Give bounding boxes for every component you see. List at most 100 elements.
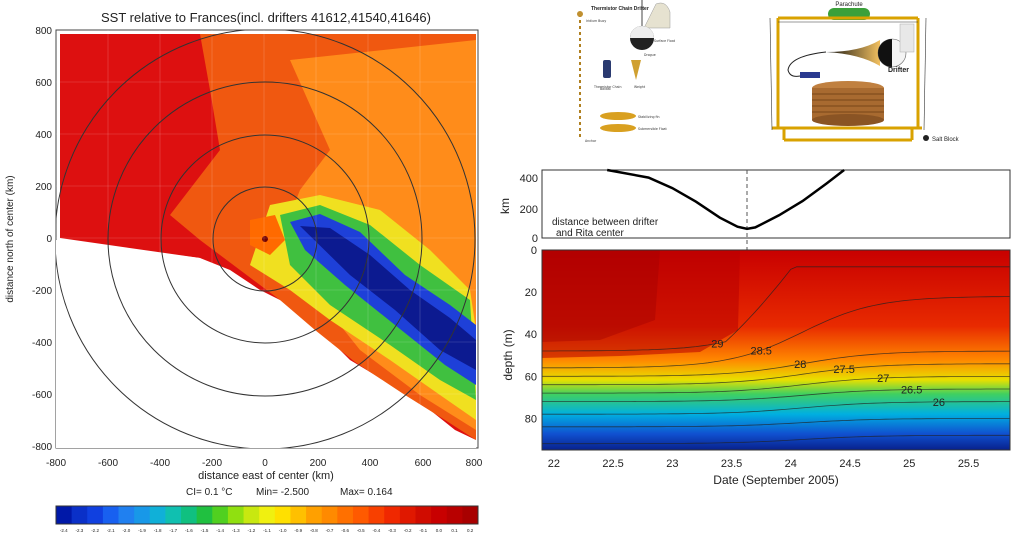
colorbar-cell: [243, 506, 260, 524]
salt-block-icon: [923, 135, 929, 141]
isotherm-line: [542, 296, 1010, 369]
salt-block-label: Salt Block: [932, 137, 960, 143]
tc-label: Thermistor Chain: [593, 85, 621, 89]
colorbar-cell: [321, 506, 338, 524]
y-tick: 40: [525, 329, 537, 341]
y-tick: -400: [32, 338, 52, 349]
tc-label: Iridium Buoy: [586, 19, 606, 23]
y-tick: -600: [32, 390, 52, 401]
x-tick: 25.5: [958, 458, 979, 470]
map-title: SST relative to Frances(incl. drifters 4…: [101, 10, 431, 25]
distance-title-line1: distance between drifter: [552, 217, 659, 228]
x-tick: -400: [150, 458, 170, 469]
colorbar-label: -1.4: [216, 528, 224, 533]
isotherm-line: [542, 350, 1010, 377]
contour-label: 28.5: [750, 345, 771, 357]
spool-lines: [812, 93, 884, 113]
distance-chart: 400 200 0 km distance between drifter an…: [498, 168, 1011, 450]
surface-float-icon: [643, 2, 671, 29]
map-ylabel: distance north of center (km): [5, 175, 16, 302]
tc-label: Surface Float: [654, 39, 676, 43]
stat-max: Max= 0.164: [340, 487, 393, 498]
tc-label: Weight: [634, 85, 646, 89]
colorbar-label: -0.7: [326, 528, 334, 533]
colorbar-label: -2.1: [107, 528, 115, 533]
tc-label: Anchor: [585, 139, 597, 143]
depth-x-ticks: 22 22.5 23 23.5 24 24.5 25 25.5: [548, 458, 980, 470]
map-field: [56, 30, 478, 448]
colorbar-cell: [71, 506, 88, 524]
depth-ylabel: depth (m): [501, 329, 515, 380]
colorbar-label: -0.1: [419, 528, 427, 533]
map-xlabel: distance east of center (km): [198, 470, 334, 482]
y-tick: 200: [35, 182, 52, 193]
colorbar-cell: [368, 506, 385, 524]
colorbar-label: -1.8: [154, 528, 162, 533]
contour-label: 27.5: [833, 364, 854, 376]
colorbar-label: -2.3: [76, 528, 84, 533]
y-tick: 60: [525, 371, 537, 383]
colorbar-label: 0.0: [436, 528, 443, 533]
colorbar-cell: [259, 506, 276, 524]
ring-800: [56, 30, 476, 448]
drifter-diagram: Parachute Drifter: [769, 2, 960, 143]
y-tick: 20: [525, 287, 537, 299]
contour-labels: 29 28.5 28 27.5 27 26.5 26: [711, 338, 945, 408]
colorbar-label: -1.2: [247, 528, 255, 533]
y-tick: -200: [32, 286, 52, 297]
colorbar-label: -0.5: [357, 528, 365, 533]
isotherm-line: [542, 266, 1010, 352]
colorbar-cell: [181, 506, 198, 524]
contour-label: 29: [711, 338, 723, 350]
colorbar-cell: [165, 506, 182, 524]
colorbar-label: -1.0: [279, 528, 287, 533]
buoy-icon: [577, 11, 583, 17]
field-missing: [56, 240, 476, 448]
stat-ci: CI= 0.1 °C: [186, 487, 233, 498]
frame-rigging: [769, 17, 927, 131]
warm-lobe2: [542, 250, 660, 342]
x-tick: 400: [362, 458, 379, 469]
x-tick: 22.5: [602, 458, 623, 470]
colorbar-cell: [384, 506, 401, 524]
colorbar-label: 0.2: [467, 528, 474, 533]
isotherm-line: [542, 363, 1010, 386]
isotherm-line: [542, 401, 1010, 415]
isotherm-line: [542, 388, 1010, 402]
thermistor-diagram: Thermistor Chain Drifter Iridium Buoy Su…: [577, 0, 676, 143]
drogue-icon: [631, 60, 641, 80]
distance-frame: [541, 169, 1011, 239]
center-dot: [262, 236, 268, 242]
colorbar-cell: [290, 506, 307, 524]
colorbar-cell: [446, 506, 463, 524]
colorbar-cell: [306, 506, 323, 524]
x-tick: 600: [415, 458, 432, 469]
x-tick: 25: [903, 458, 915, 470]
x-tick: 24: [785, 458, 797, 470]
tc-label: Submersible Float: [638, 127, 667, 131]
x-tick: 24.5: [839, 458, 860, 470]
y-tick: 0: [46, 234, 52, 245]
isotherm-line: [542, 376, 1010, 394]
colorbar-label: -1.3: [232, 528, 240, 533]
x-tick: 0: [262, 458, 268, 469]
colorbar-cell: [87, 506, 104, 524]
y-tick: 400: [520, 173, 538, 185]
distance-title-line2: and Rita center: [556, 228, 624, 239]
drifter-label: Drifter: [888, 67, 909, 74]
colorbar-cell: [227, 506, 245, 524]
depth-xlabel: Date (September 2005): [713, 473, 838, 487]
float-b-icon: [600, 124, 636, 132]
tc-label: Ballast: [600, 87, 612, 91]
colorbar-label: -1.1: [263, 528, 271, 533]
colorbar-label: -2.2: [91, 528, 99, 533]
x-tick: 23: [666, 458, 678, 470]
drifter-fin: [899, 23, 915, 53]
colorbar-cell: [337, 506, 354, 524]
cable: [787, 51, 827, 77]
colorbar-label: -0.2: [404, 528, 412, 533]
y-tick: 80: [525, 413, 537, 425]
colorbar-cell: [462, 506, 479, 524]
frame: [772, 16, 922, 142]
